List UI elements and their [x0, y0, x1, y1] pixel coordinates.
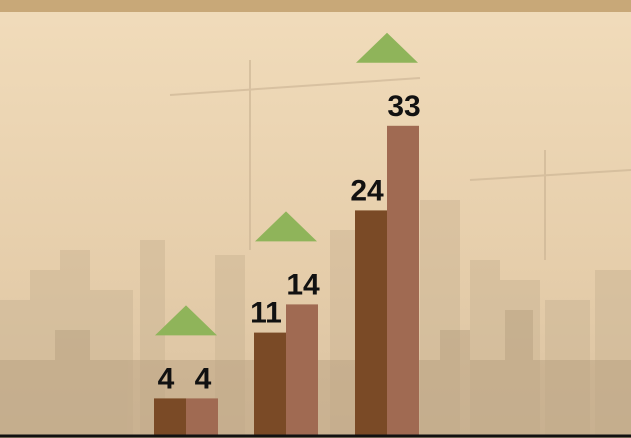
bar-group1-series2 [186, 398, 218, 436]
up-arrow-icon [155, 305, 217, 336]
bar-group3-series1 [355, 210, 387, 436]
up-arrow-icon [356, 32, 418, 63]
data-label-group2-series2: 14 [286, 268, 320, 301]
bar-group2-series1 [254, 332, 286, 436]
bar-group2-series2 [286, 304, 318, 436]
bar-group3-series2 [387, 125, 419, 437]
bar-group1-series1 [154, 398, 186, 436]
data-label-group2-series1: 11 [250, 297, 282, 330]
data-label-group3-series2: 33 [387, 90, 420, 123]
data-label-group3-series1: 24 [350, 174, 384, 207]
up-arrow-icon [255, 211, 317, 242]
data-label-group1-series1: 4 [158, 362, 175, 395]
top-band [0, 0, 631, 12]
data-label-group1-series2: 4 [195, 362, 212, 395]
